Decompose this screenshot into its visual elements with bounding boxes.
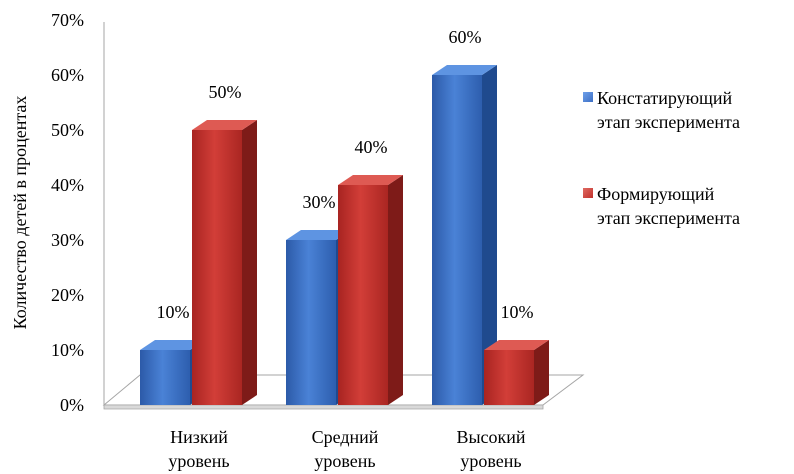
- legend-label-series-2-line-1: Формирующий: [597, 184, 715, 204]
- bar-top-face: [192, 120, 257, 130]
- y-tick-label: 30%: [51, 230, 84, 250]
- y-tick-label: 70%: [51, 10, 84, 30]
- data-label-1-1: 10%: [157, 302, 190, 322]
- category-label-1-line-2: уровень: [168, 451, 229, 471]
- bar-front-face: [286, 240, 336, 405]
- category-label-1-line-1: Низкий: [170, 427, 228, 447]
- category-label-2-line-2: уровень: [314, 451, 375, 471]
- bar-front-face: [432, 75, 482, 405]
- legend-label-series-1-line-2: этап эксперимента: [597, 112, 741, 132]
- legend: Констатирующий этап эксперимента Формиру…: [583, 86, 793, 278]
- bar-2-1: [192, 120, 257, 405]
- legend-item-series-1: Констатирующий этап эксперимента: [583, 86, 793, 134]
- category-label-3-line-2: уровень: [460, 451, 521, 471]
- bar-front-face: [338, 185, 388, 405]
- legend-swatch-series-1: [583, 92, 593, 102]
- bar-top-face: [140, 340, 205, 350]
- bar-side-face: [388, 175, 403, 405]
- bar-side-face: [482, 65, 497, 405]
- bar-side-face: [242, 120, 257, 405]
- category-label-2-line-1: Средний: [312, 427, 379, 447]
- data-label-1-3: 60%: [449, 27, 482, 47]
- y-axis-title: Количество детей в процентах: [10, 96, 30, 330]
- data-label-2-1: 50%: [209, 82, 242, 102]
- y-tick-label: 10%: [51, 340, 84, 360]
- bar-top-face: [338, 175, 403, 185]
- data-label-1-2: 30%: [303, 192, 336, 212]
- bar-top-face: [484, 340, 549, 350]
- y-tick-label: 50%: [51, 120, 84, 140]
- chart-floor-edge: [103, 404, 544, 410]
- category-label-3-line-1: Высокий: [456, 427, 525, 447]
- y-tick-label: 60%: [51, 65, 84, 85]
- data-label-2-3: 10%: [501, 302, 534, 322]
- bar-front-face: [192, 130, 242, 405]
- legend-label-series-2-line-2: этап эксперимента: [597, 208, 741, 228]
- legend-swatch-series-2: [583, 188, 593, 198]
- bar-2-3: [484, 340, 549, 405]
- bar-1-3: [432, 65, 497, 405]
- bar-front-face: [140, 350, 190, 405]
- y-tick-label: 40%: [51, 175, 84, 195]
- legend-item-series-2: Формирующий этап эксперимента: [583, 182, 793, 230]
- bar-2-2: [338, 175, 403, 405]
- data-label-2-2: 40%: [355, 137, 388, 157]
- legend-label-series-1-line-1: Констатирующий: [597, 88, 733, 108]
- y-tick-label: 20%: [51, 285, 84, 305]
- bar-side-face: [534, 340, 549, 405]
- bar-top-face: [432, 65, 497, 75]
- bar-top-face: [286, 230, 351, 240]
- bar-front-face: [484, 350, 534, 405]
- y-tick-label: 0%: [60, 395, 84, 415]
